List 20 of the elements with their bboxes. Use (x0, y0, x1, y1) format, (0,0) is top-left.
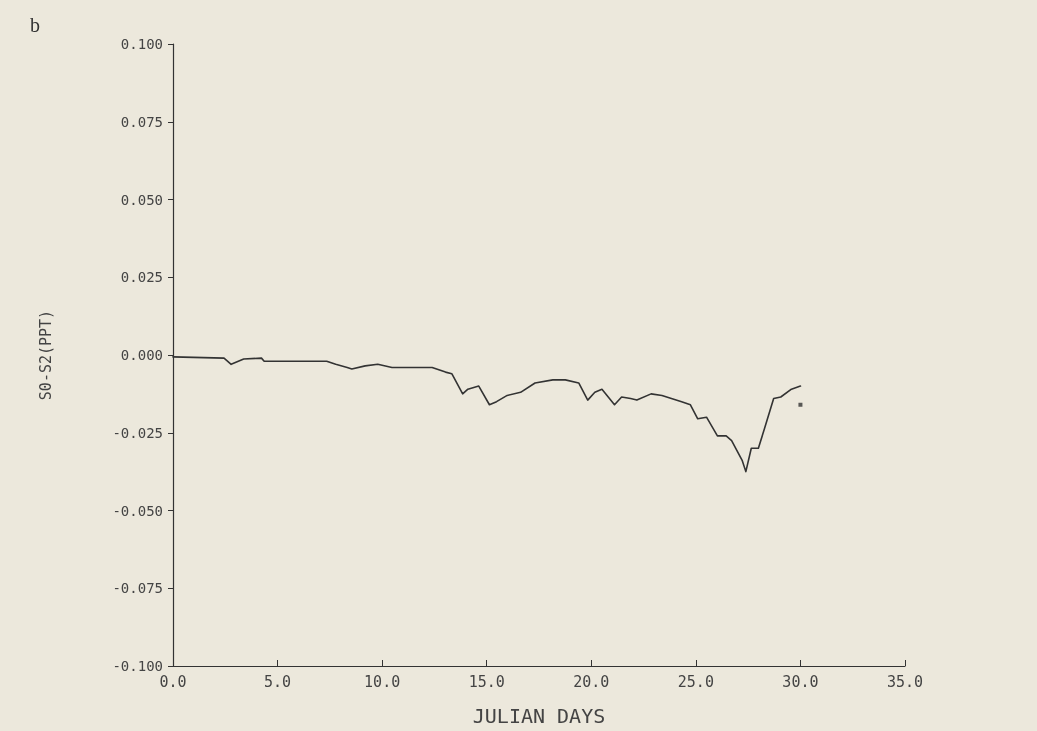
y-tick-label: -0.050 (112, 502, 163, 519)
y-tick-label: -0.025 (112, 424, 163, 441)
x-tick-label: 5.0 (264, 672, 292, 691)
y-axis-title: S0-S2(PPT) (36, 309, 55, 401)
x-tick-label: 20.0 (573, 672, 610, 691)
y-tick-label: 0.025 (120, 269, 163, 286)
text: b (30, 14, 40, 37)
y-tick-label: 0.075 (120, 113, 163, 130)
x-tick-label: 10.0 (364, 672, 401, 691)
x-axis-title: JULIAN DAYS (472, 704, 606, 728)
x-tick-label: 15.0 (468, 672, 505, 691)
y-tick-label: -0.100 (112, 658, 163, 674)
x-tick-label: 35.0 (886, 672, 924, 691)
x-tick-label: 0.0 (159, 672, 187, 691)
x-tick-label: 25.0 (677, 672, 714, 691)
y-tick-label: 0.100 (120, 36, 163, 52)
y-tick-label: 0.000 (120, 347, 163, 363)
x-tick-label: 30.0 (782, 672, 819, 691)
y-tick-label: -0.075 (112, 580, 163, 597)
y-tick-label: 0.050 (120, 191, 163, 208)
